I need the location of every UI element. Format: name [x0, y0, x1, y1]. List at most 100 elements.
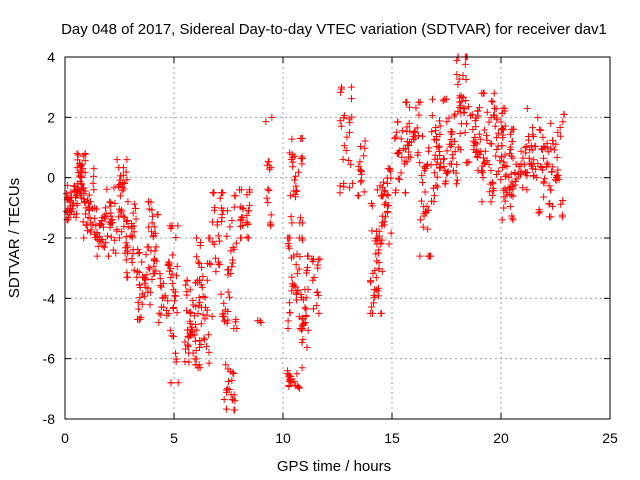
data-point — [522, 149, 530, 157]
data-point — [70, 182, 78, 190]
data-point — [288, 273, 296, 281]
data-point — [115, 234, 123, 242]
data-point — [415, 111, 423, 119]
data-point — [217, 290, 225, 298]
data-point — [540, 193, 548, 201]
data-point — [301, 304, 309, 312]
data-point — [506, 190, 514, 198]
data-point — [122, 256, 130, 264]
data-point — [386, 165, 394, 173]
data-point — [219, 312, 227, 320]
data-point — [206, 234, 214, 242]
data-point — [120, 180, 128, 188]
data-point — [457, 120, 465, 128]
data-point — [264, 185, 272, 193]
data-point — [519, 184, 527, 192]
data-point — [381, 213, 389, 221]
data-point — [85, 191, 93, 199]
data-point — [298, 326, 306, 334]
data-point — [530, 156, 538, 164]
data-point — [228, 376, 236, 384]
data-point — [232, 315, 240, 323]
data-point — [284, 325, 292, 332]
data-point — [167, 265, 175, 273]
data-point — [485, 118, 493, 126]
data-point — [394, 149, 402, 157]
data-point — [293, 370, 301, 378]
data-point — [541, 175, 549, 183]
data-point — [200, 334, 208, 342]
data-point — [284, 234, 292, 242]
data-point — [529, 124, 537, 132]
data-point — [417, 197, 425, 205]
data-point — [93, 252, 101, 260]
data-point — [262, 118, 270, 126]
data-point — [216, 261, 224, 269]
data-point — [296, 384, 304, 392]
data-point — [287, 213, 295, 221]
data-point — [192, 234, 200, 242]
data-point — [201, 293, 209, 301]
data-point — [145, 223, 153, 231]
data-point — [361, 144, 369, 152]
data-point — [189, 330, 197, 338]
data-point — [461, 60, 469, 68]
data-point — [183, 291, 191, 299]
data-point — [285, 244, 293, 252]
data-point — [462, 96, 470, 104]
data-point — [134, 245, 142, 253]
data-point — [115, 181, 123, 189]
data-point — [527, 142, 535, 150]
data-point — [394, 175, 402, 183]
data-point — [539, 166, 547, 174]
data-point — [226, 223, 234, 231]
data-point — [189, 301, 197, 309]
data-point — [224, 385, 232, 393]
data-point — [509, 216, 517, 224]
data-point — [492, 152, 500, 160]
data-point — [473, 140, 481, 148]
data-point — [357, 142, 365, 150]
data-point — [62, 190, 70, 198]
data-point — [523, 186, 531, 194]
data-point — [174, 222, 182, 230]
data-point — [500, 204, 508, 212]
data-point — [523, 105, 531, 113]
data-point — [447, 128, 455, 136]
data-point — [531, 143, 539, 151]
data-point — [267, 211, 275, 219]
data-point — [508, 137, 516, 145]
data-point — [144, 288, 152, 296]
data-point — [79, 152, 87, 160]
data-point — [371, 267, 379, 275]
data-point — [293, 250, 301, 258]
data-point — [391, 134, 399, 142]
data-point — [223, 319, 231, 327]
data-point — [545, 200, 553, 208]
data-point — [165, 260, 173, 268]
data-point — [336, 189, 344, 197]
data-point — [150, 262, 158, 270]
data-point — [196, 364, 204, 372]
data-point — [501, 122, 509, 130]
data-point — [193, 253, 201, 261]
data-point — [378, 267, 386, 275]
data-point — [77, 180, 85, 188]
data-point — [245, 207, 253, 215]
data-point — [493, 134, 501, 142]
data-point — [218, 217, 226, 225]
data-point — [130, 200, 138, 208]
data-point — [119, 164, 127, 172]
data-point — [192, 346, 200, 354]
data-point — [377, 240, 385, 248]
data-point — [356, 158, 364, 166]
data-point — [173, 262, 181, 270]
data-point — [336, 182, 344, 190]
data-point — [129, 209, 137, 217]
data-point — [210, 189, 218, 197]
data-point — [135, 305, 143, 313]
data-point — [494, 129, 502, 137]
data-point — [82, 204, 90, 212]
data-point — [157, 311, 165, 319]
